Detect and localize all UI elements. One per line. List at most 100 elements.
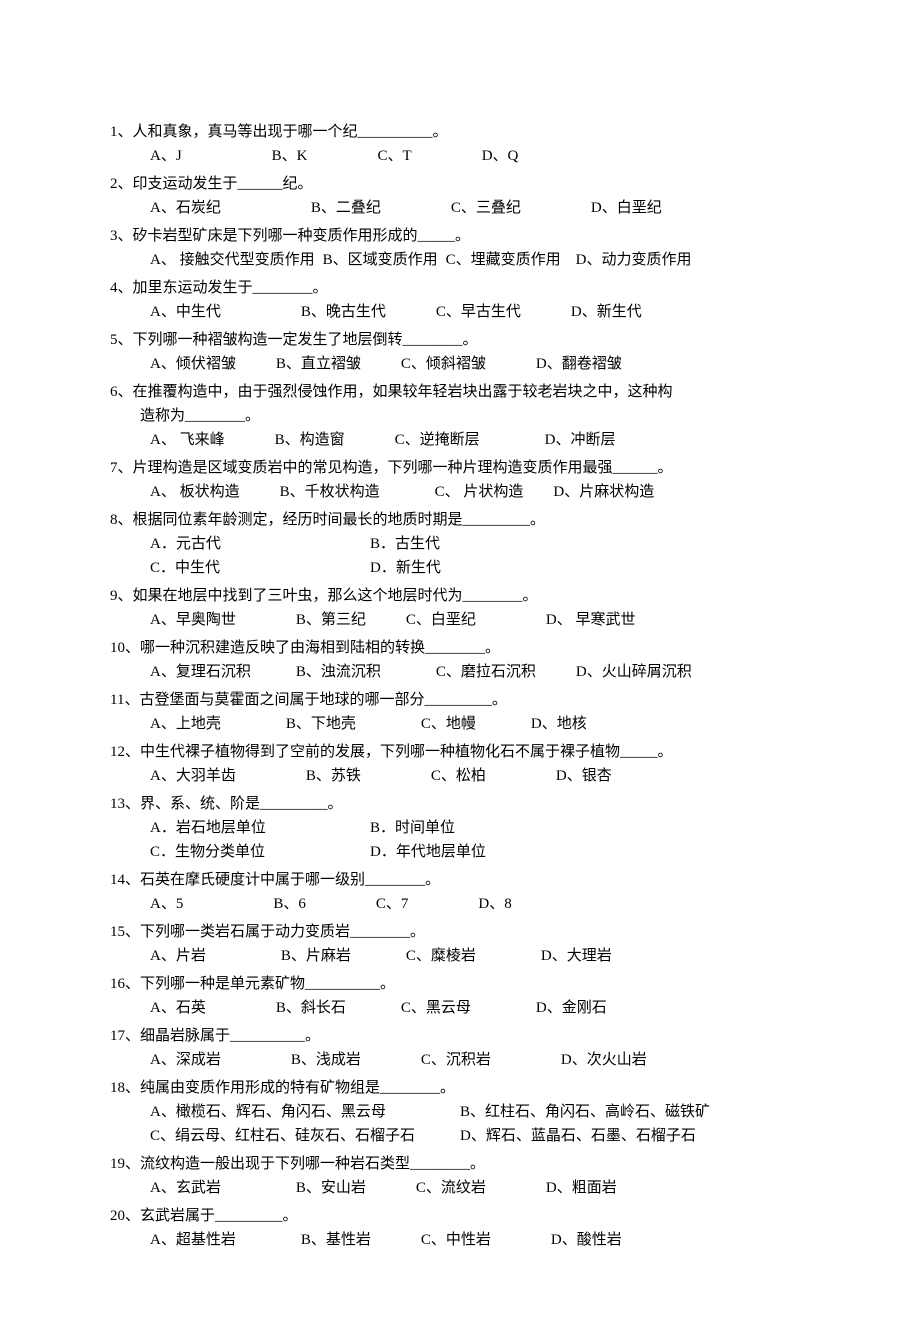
option: B、安山岩 [296,1180,366,1196]
options-line: A、上地壳B、下地壳C、地幔D、地核 [110,712,810,736]
option: C、糜棱岩 [406,948,476,964]
options-line: A、复理石沉积 B、浊流沉积 C、磨拉石沉积 D、火山碎屑沉积 [110,660,810,684]
option: A、大羽羊齿 [150,768,236,784]
question-text: 20、玄武岩属于_________。 [110,1204,810,1228]
option: D、新生代 [571,304,642,320]
option: A、石炭纪 [150,200,221,216]
question: 4、加里东运动发生于________。 A、中生代 B、晚古生代 C、早古生代 D、新生… [110,276,810,324]
option: C、绢云母、红柱石、硅灰石、石榴子石 [150,1124,460,1148]
options-line: A．岩石地层单位B．时间单位 [110,816,810,840]
question-continuation: 造称为________。 [110,404,810,428]
option: A、复理石沉积 [150,664,251,680]
option: B、K [272,148,308,164]
question: 8、根据同位素年龄测定，经历时间最长的地质时期是_________。A．元古代B… [110,508,810,580]
option: A、倾伏褶皱 [150,356,236,372]
option: C、黑云母 [401,1000,471,1016]
option: B．时间单位 [370,820,455,836]
option: B、浅成岩 [291,1052,361,1068]
options-line: A．元古代B．古生代 [110,532,810,556]
option: A、上地壳 [150,716,221,732]
question-text: 11、古登堡面与莫霍面之间属于地球的哪一部分_________。 [110,688,810,712]
option: A、J [150,148,182,164]
option: C、白垩纪 [406,612,476,628]
question: 12、中生代裸子植物得到了空前的发展，下列哪一种植物化石不属于裸子植物_____… [110,740,810,788]
option: B、晚古生代 [301,304,386,320]
question-text: 4、加里东运动发生于________。 [110,276,810,300]
question-text: 6、在推覆构造中，由于强烈侵蚀作用，如果较年轻岩块出露于较老岩块之中，这种构 [110,380,810,404]
question-text: 5、下列哪一种褶皱构造一定发生了地层倒转________。 [110,328,810,352]
question: 2、印支运动发生于______纪。A、石炭纪B、二叠纪C、三叠纪D、白垩纪 [110,172,810,220]
option: B、千枚状构造 [280,484,380,500]
option: D、金刚石 [536,1000,607,1016]
question: 17、细晶岩脉属于__________。A、深成岩B、浅成岩C、沉积岩D、次火山… [110,1024,810,1072]
option: C、早古生代 [436,304,521,320]
options-line: C、绢云母、红柱石、硅灰石、石榴子石D、辉石、蓝晶石、石墨、石榴子石 [110,1124,810,1148]
option: B、下地壳 [286,716,356,732]
options-line: A、大羽羊齿 B、苏铁 C、松柏 D、银杏 [110,764,810,788]
option: C、沉积岩 [421,1052,491,1068]
question: 14、石英在摩氏硬度计中属于哪一级别________。A、5B、6C、7D、8 [110,868,810,916]
question-text: 3、矽卡岩型矿床是下列哪一种变质作用形成的_____。 [110,224,810,248]
question: 1、人和真象，真马等出现于哪一个纪__________。A、JB、KC、TD、Q [110,120,810,168]
option: D、银杏 [556,768,612,784]
option: D、白垩纪 [591,200,662,216]
question-text: 14、石英在摩氏硬度计中属于哪一级别________。 [110,868,810,892]
option: D、火山碎屑沉积 [576,664,692,680]
question: 3、矽卡岩型矿床是下列哪一种变质作用形成的_____。A、 接触交代型变质作用B… [110,224,810,272]
option: A、深成岩 [150,1052,221,1068]
option: A、早奥陶世 [150,612,236,628]
option: D、酸性岩 [551,1232,622,1248]
question-text: 18、纯属由变质作用形成的特有矿物组是________。 [110,1076,810,1100]
options-line: A、橄榄石、辉石、角闪石、黑云母B、红柱石、角闪石、高岭石、磁铁矿 [110,1100,810,1124]
options-line: A、 接触交代型变质作用B、区域变质作用C、埋藏变质作用D、动力变质作用 [110,248,810,272]
question: 5、下列哪一种褶皱构造一定发生了地层倒转________。A、倾伏褶皱B、直立褶… [110,328,810,376]
option: C、7 [376,896,409,912]
option: C、埋藏变质作用 [446,252,561,268]
option: D．新生代 [370,560,441,576]
option: B、浊流沉积 [296,664,381,680]
question: 13、界、系、统、阶是_________。A．岩石地层单位B．时间单位C．生物分… [110,792,810,864]
option: A、橄榄石、辉石、角闪石、黑云母 [150,1100,460,1124]
options-line: A、超基性岩B、基性岩C、中性岩D、酸性岩 [110,1228,810,1252]
question: 18、纯属由变质作用形成的特有矿物组是________。A、橄榄石、辉石、角闪石… [110,1076,810,1148]
question-text: 17、细晶岩脉属于__________。 [110,1024,810,1048]
option: D、翻卷褶皱 [536,356,622,372]
option: C、中性岩 [421,1232,491,1248]
option: D、冲断层 [545,432,616,448]
question-text: 15、下列哪一类岩石属于动力变质岩________。 [110,920,810,944]
options-line: C．生物分类单位D．年代地层单位 [110,840,810,864]
question-text: 16、下列哪一种是单元素矿物__________。 [110,972,810,996]
options-line: C．中生代D．新生代 [110,556,810,580]
options-line: A、早奥陶世B、第三纪C、白垩纪D、 早寒武世 [110,608,810,632]
question: 16、下列哪一种是单元素矿物__________。A、石英B、斜长石C、黑云母D… [110,972,810,1020]
question: 15、下列哪一类岩石属于动力变质岩________。A、片岩B、片麻岩C、糜棱岩… [110,920,810,968]
option: C、磨拉石沉积 [436,664,536,680]
option: D．年代地层单位 [370,844,486,860]
option: A、 板状构造 [150,484,240,500]
question-text: 7、片理构造是区域变质岩中的常见构造，下列哪一种片理构造变质作用最强______… [110,456,810,480]
options-line: A、中生代 B、晚古生代 C、早古生代 D、新生代 [110,300,810,324]
option: A、中生代 [150,304,221,320]
option: B、斜长石 [276,1000,346,1016]
option: C、倾斜褶皱 [401,356,486,372]
option: D、粗面岩 [546,1180,617,1196]
option: C．中生代 [150,556,370,580]
options-line: A、深成岩B、浅成岩C、沉积岩D、次火山岩 [110,1048,810,1072]
option: D、8 [478,896,511,912]
question-text: 12、中生代裸子植物得到了空前的发展，下列哪一种植物化石不属于裸子植物_____… [110,740,810,764]
option: B、红柱石、角闪石、高岭石、磁铁矿 [460,1104,710,1120]
question: 7、片理构造是区域变质岩中的常见构造，下列哪一种片理构造变质作用最强______… [110,456,810,504]
option: B、苏铁 [306,768,361,784]
option: C、流纹岩 [416,1180,486,1196]
option: A、玄武岩 [150,1180,221,1196]
option: B、6 [273,896,306,912]
option: C、T [378,148,412,164]
options-line: A、 板状构造B、千枚状构造C、 片状构造D、片麻状构造 [110,480,810,504]
option: D、地核 [531,716,587,732]
question-text: 19、流纹构造一般出现于下列哪一种岩石类型________。 [110,1152,810,1176]
option: C、松柏 [431,768,486,784]
option: A、 飞来峰 [150,432,225,448]
question-text: 1、人和真象，真马等出现于哪一个纪__________。 [110,120,810,144]
option: C、 片状构造 [435,484,524,500]
options-line: A、JB、KC、TD、Q [110,144,810,168]
